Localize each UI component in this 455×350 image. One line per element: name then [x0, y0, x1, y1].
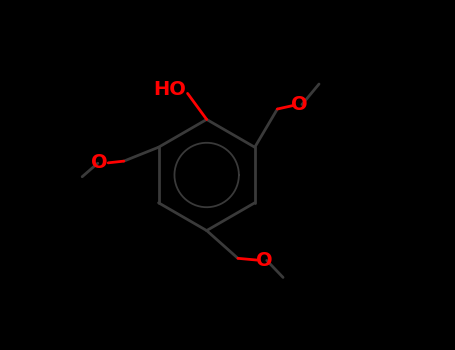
- Text: O: O: [91, 153, 108, 172]
- Text: O: O: [291, 95, 308, 114]
- Text: HO: HO: [153, 80, 186, 99]
- Text: O: O: [256, 251, 272, 270]
